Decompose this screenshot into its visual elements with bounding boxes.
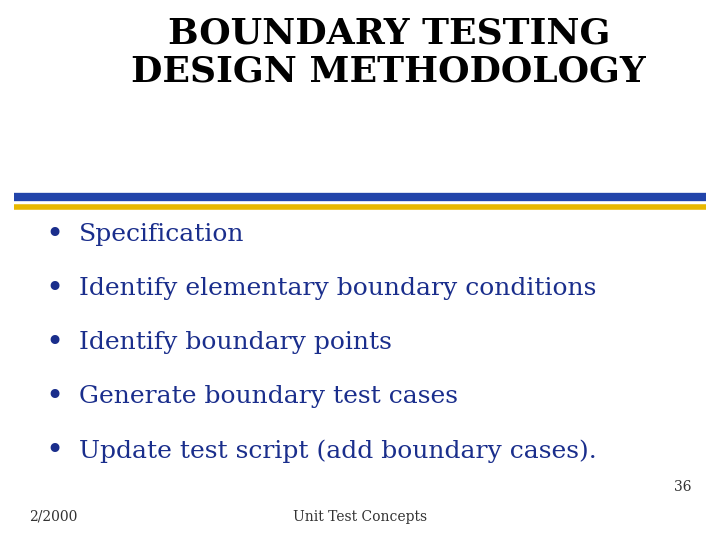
Text: •: •	[45, 274, 63, 303]
Text: Generate boundary test cases: Generate boundary test cases	[79, 386, 458, 408]
Text: Specification: Specification	[79, 224, 245, 246]
Text: Identify elementary boundary conditions: Identify elementary boundary conditions	[79, 278, 597, 300]
Text: •: •	[45, 382, 63, 411]
Text: 36: 36	[674, 480, 691, 494]
Text: •: •	[45, 328, 63, 357]
Text: BOUNDARY TESTING
DESIGN METHODOLOGY: BOUNDARY TESTING DESIGN METHODOLOGY	[132, 16, 646, 88]
Text: Identify boundary points: Identify boundary points	[79, 332, 392, 354]
Text: •: •	[45, 220, 63, 249]
Text: 2/2000: 2/2000	[29, 510, 77, 524]
Text: •: •	[45, 436, 63, 465]
Text: Unit Test Concepts: Unit Test Concepts	[293, 510, 427, 524]
Text: Update test script (add boundary cases).: Update test script (add boundary cases).	[79, 439, 597, 463]
